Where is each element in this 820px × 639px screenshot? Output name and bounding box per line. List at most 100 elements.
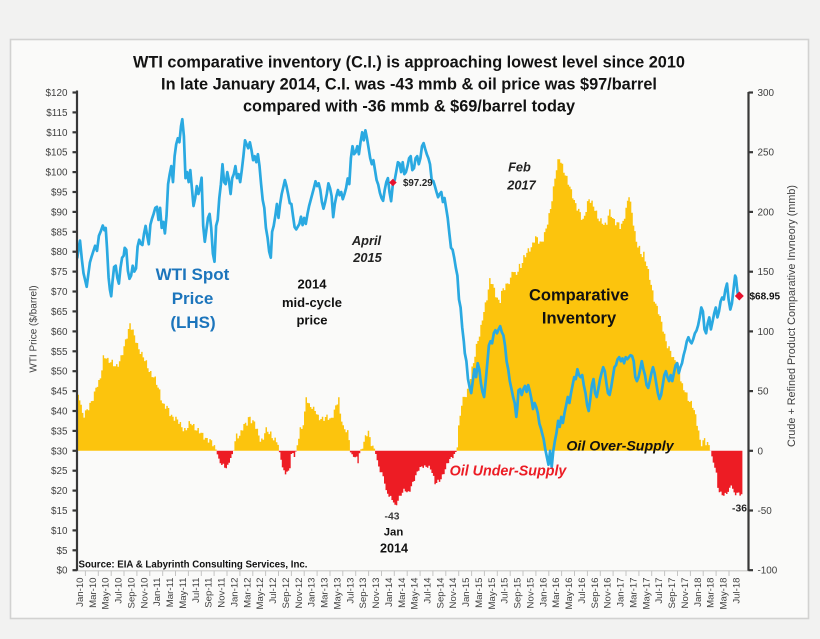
svg-text:Mar-15: Mar-15 [474,578,485,608]
svg-text:$65: $65 [51,307,68,318]
svg-text:$85: $85 [51,227,68,238]
svg-text:Nov-12: Nov-12 [294,578,305,609]
svg-text:2017: 2017 [506,178,536,193]
svg-text:2014: 2014 [380,542,408,556]
svg-text:$15: $15 [51,506,68,517]
svg-text:-100: -100 [758,566,778,577]
svg-text:$75: $75 [51,267,68,278]
svg-text:Mar-16: Mar-16 [551,578,562,608]
svg-text:$110: $110 [46,128,68,139]
svg-text:Sep-12: Sep-12 [281,578,292,609]
svg-text:250: 250 [758,148,775,159]
svg-text:$25: $25 [51,466,68,477]
svg-text:Nov-15: Nov-15 [526,578,537,609]
svg-text:In late January 2014, C.I. was: In late January 2014, C.I. was -43 mmb &… [161,76,657,94]
svg-text:100: 100 [758,327,775,338]
svg-text:Mar-10: Mar-10 [88,578,99,608]
svg-text:May-16: May-16 [564,578,575,610]
svg-text:200: 200 [758,207,775,218]
svg-text:Jan-17: Jan-17 [616,578,627,607]
svg-text:Oil Over-Supply: Oil Over-Supply [566,439,674,455]
svg-text:$95: $95 [51,188,68,199]
svg-text:May-13: May-13 [332,578,343,610]
svg-text:Jul-17: Jul-17 [654,578,665,604]
svg-text:May-12: May-12 [255,578,266,610]
svg-text:-43: -43 [385,512,400,523]
svg-text:Inventory: Inventory [542,310,617,328]
svg-text:Jan-14: Jan-14 [384,577,395,607]
svg-text:Mar-17: Mar-17 [628,578,639,608]
svg-text:Nov-14: Nov-14 [448,577,459,609]
svg-text:Sep-13: Sep-13 [358,578,369,609]
svg-text:Crude + Refined Product Compar: Crude + Refined Product Comparative Invn… [786,185,798,447]
svg-text:$35: $35 [51,426,68,437]
svg-text:$0: $0 [57,566,68,577]
svg-text:May-18: May-18 [719,578,730,610]
svg-text:Jul-16: Jul-16 [577,578,588,604]
svg-text:150: 150 [758,267,775,278]
svg-text:WTI comparative inventory (C.I: WTI comparative inventory (C.I.) is appr… [133,54,685,72]
svg-text:Jan-13: Jan-13 [307,578,318,607]
svg-text:Sep-14: Sep-14 [435,577,446,609]
svg-text:$90: $90 [51,207,68,218]
svg-text:Mar-13: Mar-13 [320,578,331,608]
svg-text:Sep-10: Sep-10 [127,578,138,609]
svg-text:2014: 2014 [298,277,328,292]
svg-text:$30: $30 [51,446,68,457]
svg-text:Nov-16: Nov-16 [603,578,614,609]
svg-text:Nov-10: Nov-10 [139,578,150,609]
svg-text:$10: $10 [51,526,68,537]
svg-text:$60: $60 [51,327,68,338]
svg-text:Sep-15: Sep-15 [513,578,524,609]
svg-text:Oil Under-Supply: Oil Under-Supply [450,464,568,480]
svg-text:May-10: May-10 [101,578,112,610]
svg-text:$70: $70 [51,287,68,298]
svg-text:Jan-15: Jan-15 [461,578,472,607]
svg-text:$55: $55 [51,347,68,358]
svg-text:-50: -50 [758,506,773,517]
svg-text:Sep-11: Sep-11 [204,578,215,608]
svg-text:WTI Price ($/barrel): WTI Price ($/barrel) [29,285,40,372]
svg-text:Feb: Feb [508,160,531,175]
svg-text:price: price [296,313,327,328]
svg-text:Mar-18: Mar-18 [706,578,717,608]
svg-text:Source: EIA & Labyrinth Consul: Source: EIA & Labyrinth Consulting Servi… [79,560,308,571]
svg-text:$100: $100 [46,168,68,179]
svg-text:Jan-18: Jan-18 [693,578,704,607]
svg-text:Jan-16: Jan-16 [538,578,549,607]
svg-text:May-11: May-11 [178,578,189,609]
svg-text:-36: -36 [732,504,747,515]
svg-text:May-15: May-15 [487,578,498,610]
svg-text:Jul-18: Jul-18 [731,578,742,604]
svg-text:Jul-15: Jul-15 [500,578,511,604]
svg-text:Jan-12: Jan-12 [229,578,240,607]
svg-text:$115: $115 [46,108,68,119]
svg-text:Jan-10: Jan-10 [75,578,86,607]
svg-text:$5: $5 [57,546,68,557]
svg-text:Nov-13: Nov-13 [371,578,382,609]
svg-text:Jul-10: Jul-10 [114,578,125,604]
svg-text:Comparative: Comparative [529,287,629,305]
svg-text:Jul-13: Jul-13 [345,578,356,604]
svg-text:$50: $50 [51,367,68,378]
svg-text:Mar-14: Mar-14 [397,577,408,608]
svg-text:May-17: May-17 [641,578,652,610]
svg-text:$20: $20 [51,486,68,497]
svg-text:$40: $40 [51,407,68,418]
svg-text:300: 300 [758,88,775,99]
svg-text:Mar-11: Mar-11 [165,578,176,608]
svg-text:$45: $45 [51,387,68,398]
svg-text:compared with -36 mmb & $69/ba: compared with -36 mmb & $69/barrel today [243,98,575,116]
svg-text:Sep-16: Sep-16 [590,578,601,609]
svg-text:Mar-12: Mar-12 [242,578,253,608]
svg-text:$97.29: $97.29 [403,178,433,189]
svg-text:Jul-14: Jul-14 [423,577,434,604]
svg-text:2015: 2015 [352,250,382,265]
svg-text:50: 50 [758,387,769,398]
svg-text:Jan-11: Jan-11 [152,578,163,607]
svg-text:Jul-11: Jul-11 [191,578,202,603]
svg-text:May-14: May-14 [410,577,421,610]
svg-text:April: April [351,233,382,248]
svg-text:WTI Spot: WTI Spot [156,265,230,284]
svg-text:$68.95: $68.95 [750,292,781,303]
